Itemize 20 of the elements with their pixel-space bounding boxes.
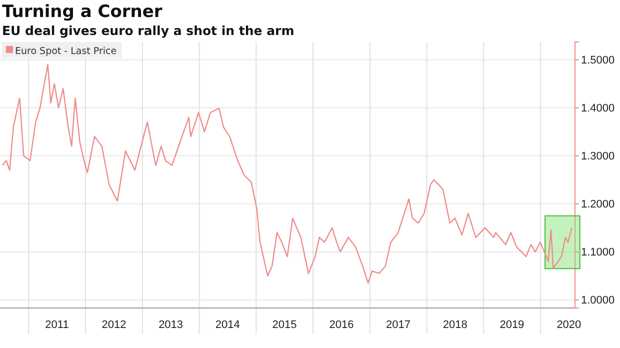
x-tick-label: 2019 [500,318,524,331]
y-tick-label: 1.1000 [581,246,615,258]
x-tick-label: 2020 [556,318,582,331]
chart-title: Turning a Corner [2,2,163,22]
x-tick-label: 2015 [272,318,297,331]
y-tick-label: 1.3000 [581,150,615,162]
x-tick-label: 2018 [442,318,468,331]
x-tick-label: 2013 [158,318,184,331]
y-tick-label: 1.4000 [581,102,615,114]
line-series [2,64,572,284]
x-tick-label: 2011 [45,318,69,331]
x-tick-label: 2016 [329,318,354,331]
x-tick-label: 2017 [386,318,411,331]
y-tick-label: 1.0000 [581,294,615,306]
y-tick-label: 1.2000 [581,198,615,210]
x-tick-label: 2012 [102,318,126,331]
legend-label: Euro Spot - Last Price [15,46,117,57]
x-tick-label: 2014 [215,318,240,331]
y-tick-label: 1.5000 [581,54,615,66]
chart-subtitle: EU deal gives euro rally a shot in the arm [2,23,294,38]
